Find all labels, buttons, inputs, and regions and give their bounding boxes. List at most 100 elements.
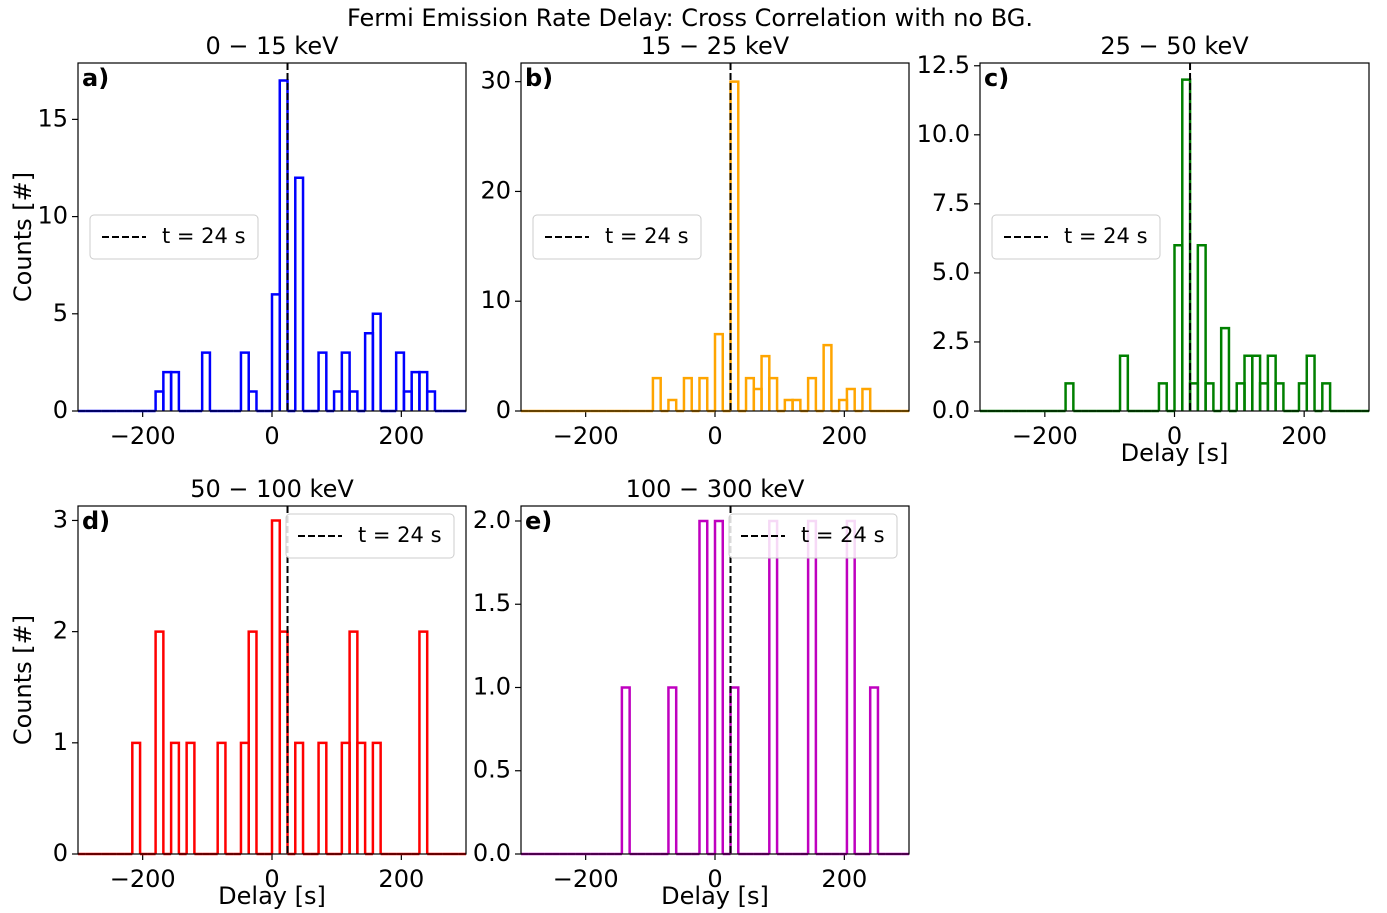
y-tick-label: 5.0 xyxy=(932,258,970,286)
x-tick-label: 0 xyxy=(1167,422,1182,450)
y-tick-label: 20 xyxy=(480,176,511,204)
histogram-bin xyxy=(1157,382,1168,411)
histogram-bin xyxy=(348,390,359,411)
histogram-bin xyxy=(791,398,802,411)
y-tick-label: 0.0 xyxy=(473,839,511,867)
x-tick-label: −200 xyxy=(1012,422,1078,450)
x-tick-label: 200 xyxy=(821,865,867,893)
y-tick-label: 0.0 xyxy=(932,396,970,424)
x-tick-label: −200 xyxy=(553,422,619,450)
legend: t = 24 s xyxy=(532,214,702,260)
histogram-bin xyxy=(371,741,382,854)
histogram-bin xyxy=(729,80,740,411)
histogram-bin xyxy=(806,519,818,854)
histogram-bin xyxy=(1219,326,1231,411)
legend-label: t = 24 s xyxy=(1064,224,1148,248)
y-tick-label: 2 xyxy=(53,617,68,645)
panel-label: d) xyxy=(82,507,110,535)
axes-frame xyxy=(77,505,467,855)
y-tick-label: 3 xyxy=(53,505,68,533)
panel-title: 0 − 15 keV xyxy=(205,32,339,60)
histogram-bin xyxy=(1196,244,1207,411)
y-tick-label: 12.5 xyxy=(917,51,970,79)
histogram-bin xyxy=(340,351,351,411)
histogram-bin xyxy=(294,741,305,854)
histogram-bin xyxy=(651,376,662,411)
histogram-bin xyxy=(713,332,725,411)
panel-label: b) xyxy=(525,64,553,92)
histogram-bin xyxy=(845,387,856,411)
panel-label: c) xyxy=(984,64,1009,92)
histogram-bin xyxy=(768,376,779,411)
histogram-bin xyxy=(1181,78,1192,411)
histogram-bin xyxy=(425,390,437,411)
y-axis-label: Counts [#] xyxy=(9,172,37,302)
panel-title: 50 − 100 keV xyxy=(190,475,354,503)
y-axis-label: Counts [#] xyxy=(9,615,37,745)
axes-frame xyxy=(979,62,1370,412)
x-tick-label: 200 xyxy=(378,865,424,893)
y-tick-label: 0 xyxy=(53,396,68,424)
y-tick-label: 7.5 xyxy=(932,189,970,217)
histogram-bin xyxy=(768,519,779,854)
histogram-bin xyxy=(317,351,328,411)
histogram-bin xyxy=(713,519,725,854)
x-tick-label: 200 xyxy=(378,422,424,450)
histogram-bin xyxy=(682,376,693,411)
histogram-bin xyxy=(1321,382,1332,411)
x-tick-label: −200 xyxy=(553,865,619,893)
histogram-bin xyxy=(169,370,181,411)
histogram-bin xyxy=(239,351,250,411)
histogram-bin xyxy=(698,519,709,854)
x-tick-label: 0 xyxy=(264,865,279,893)
histogram-bin xyxy=(278,630,289,854)
legend: t = 24 s xyxy=(991,214,1161,260)
legend-box xyxy=(285,513,455,559)
y-tick-label: 0 xyxy=(53,839,68,867)
legend-label: t = 24 s xyxy=(605,224,689,248)
panel-label: a) xyxy=(82,64,109,92)
histogram-bin xyxy=(216,741,227,854)
y-tick-label: 1.5 xyxy=(473,589,511,617)
panel: −200 0 200 0.0 0.5 1.0 1.5 2.0 t = 24 s 100 − 300… xyxy=(473,475,910,910)
histogram-bin xyxy=(185,741,196,854)
figure-title: Fermi Emission Rate Delay: Cross Correla… xyxy=(347,4,1033,32)
x-axis-label: Delay [s] xyxy=(1121,439,1229,467)
histogram-bin xyxy=(667,686,678,854)
legend-box xyxy=(532,214,702,260)
histogram-bin xyxy=(845,519,856,854)
legend-label: t = 24 s xyxy=(801,523,885,547)
panel-title: 25 − 50 keV xyxy=(1100,32,1249,60)
legend-label: t = 24 s xyxy=(358,523,442,547)
histogram-bin xyxy=(317,741,328,854)
legend: t = 24 s xyxy=(285,513,455,559)
histogram-bin xyxy=(131,741,142,854)
panel: −200 0 200 0 1 2 3 t = 24 s50 − 100 keV d) Delay … xyxy=(9,475,467,910)
legend: t = 24 s xyxy=(89,214,259,260)
histogram-bin xyxy=(729,686,740,854)
histogram-bin xyxy=(806,376,818,411)
y-tick-label: 10 xyxy=(37,202,68,230)
histogram-bin xyxy=(247,630,258,854)
histogram-bin xyxy=(294,176,305,411)
x-tick-label: 200 xyxy=(821,422,867,450)
x-tick-label: −200 xyxy=(110,865,176,893)
histogram-bin xyxy=(698,376,709,411)
panel: −200 0 200 0.0 2.5 5.0 7.5 10.0 12.5 t = 24 s 25 −… xyxy=(917,32,1370,467)
histogram-bin xyxy=(371,312,382,411)
histogram-bin xyxy=(620,686,631,854)
axes-frame xyxy=(520,62,910,412)
axes-frame xyxy=(77,62,467,412)
legend-label: t = 24 s xyxy=(162,224,246,248)
panel-label: e) xyxy=(525,507,552,535)
histogram-bin xyxy=(169,741,181,854)
y-tick-label: 10.0 xyxy=(917,120,970,148)
histogram-bin xyxy=(418,630,429,854)
histogram-bin xyxy=(868,686,880,854)
histogram-bin xyxy=(1204,382,1215,411)
x-axis-label: Delay [s] xyxy=(218,882,326,910)
histogram-bin xyxy=(200,351,212,411)
histogram-bin xyxy=(154,630,165,854)
